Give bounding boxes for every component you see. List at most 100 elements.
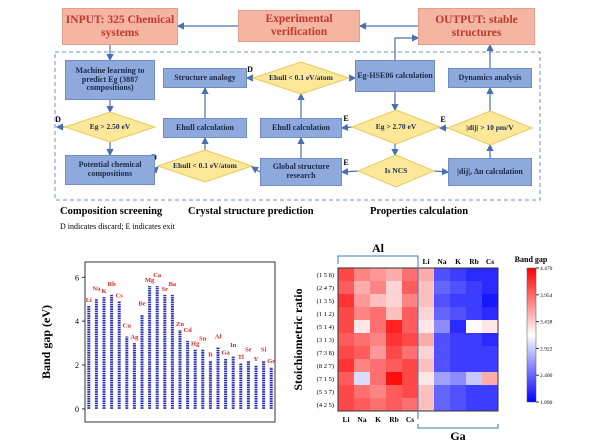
- heat-cell: [370, 294, 386, 307]
- arrow: [394, 34, 420, 60]
- heat-cell: [386, 307, 402, 320]
- decision-diamond: [63, 111, 157, 143]
- category-label: Ca: [153, 272, 162, 279]
- heat-cell: [434, 294, 450, 307]
- heat-cell: [434, 359, 450, 372]
- group-bracket: [337, 255, 419, 264]
- heat-cell: [386, 281, 402, 294]
- category-label: Si: [261, 347, 267, 354]
- heat-cell: [354, 294, 370, 307]
- category-label: In: [230, 342, 237, 349]
- heat-cell: [386, 320, 402, 333]
- heat-cell: [482, 320, 498, 333]
- decision-label: Eg > 2.70 eV: [375, 121, 417, 131]
- heat-cell: [418, 281, 434, 294]
- heat-cell: [402, 320, 418, 333]
- heat-cell: [338, 372, 354, 385]
- category-label: Sn: [199, 336, 207, 343]
- heat-cell: [338, 333, 354, 346]
- heat-cell: [370, 398, 386, 411]
- heat-cell: [418, 359, 434, 372]
- row-label: (7 1 5): [317, 376, 334, 383]
- heat-cell: [402, 398, 418, 411]
- y-axis-label: Band gap (eV): [39, 305, 53, 379]
- heat-cell: [418, 320, 434, 333]
- y-tick-label: 4: [75, 317, 79, 326]
- heat-cell: [482, 307, 498, 320]
- heat-cell: [402, 268, 418, 281]
- heat-cell: [354, 346, 370, 359]
- section-label: Properties calculation: [370, 206, 468, 217]
- heat-cell: [434, 320, 450, 333]
- section-label: Composition screening: [60, 206, 163, 217]
- heat-cell: [338, 307, 354, 320]
- heat-cell: [354, 333, 370, 346]
- heat-cell: [434, 385, 450, 398]
- decision-diamond: [356, 154, 436, 188]
- column-label: Rb: [469, 257, 479, 266]
- column-label: Na: [437, 257, 446, 266]
- category-label: Ag: [130, 334, 139, 341]
- heat-cell: [450, 320, 466, 333]
- heat-cell: [482, 346, 498, 359]
- process-node: Global structure research: [260, 158, 342, 186]
- category-label: Hg: [191, 341, 200, 348]
- decision-diamond: [156, 149, 254, 183]
- heat-cell: [338, 320, 354, 333]
- decision-label: |dij| > 10 pm/V: [466, 122, 514, 132]
- category-label: Li: [86, 297, 92, 304]
- arrow: [433, 167, 450, 176]
- y-tick-label: 6: [75, 273, 79, 282]
- heat-cell: [434, 333, 450, 346]
- heat-cell: [354, 398, 370, 411]
- category-label: Zn: [176, 321, 184, 328]
- heat-cell: [450, 294, 466, 307]
- heat-cell: [434, 307, 450, 320]
- heat-cell: [450, 385, 466, 398]
- heat-cell: [466, 398, 482, 411]
- heat-cell: [466, 385, 482, 398]
- decision-label: Eg > 2.50 eV: [89, 121, 131, 131]
- category-label: Se: [245, 347, 252, 354]
- category-label: B: [208, 352, 213, 359]
- process-node: Structure analogy: [163, 68, 247, 88]
- io-node: INPUT: 325 Chemical systems: [62, 8, 178, 45]
- process-node: Ehull calculation: [260, 118, 342, 138]
- heat-cell: [402, 346, 418, 359]
- row-label: (1 1 2): [317, 311, 334, 318]
- heat-cell: [386, 385, 402, 398]
- decision-diamond: [350, 109, 442, 145]
- category-label: Be: [138, 301, 145, 308]
- heat-cell: [386, 398, 402, 411]
- column-label: Li: [422, 257, 429, 266]
- heat-cell: [338, 359, 354, 372]
- heat-cell: [482, 398, 498, 411]
- heat-cell: [370, 333, 386, 346]
- heat-cell: [418, 385, 434, 398]
- heat-cell: [466, 268, 482, 281]
- heat-cell: [466, 307, 482, 320]
- heat-cell: [370, 372, 386, 385]
- heat-cell: [370, 359, 386, 372]
- heat-cell: [402, 333, 418, 346]
- category-label: Tl: [238, 354, 244, 361]
- category-label: K: [101, 288, 106, 295]
- edge-label: D: [55, 115, 61, 124]
- category-label: Na: [92, 285, 101, 292]
- heat-cell: [370, 346, 386, 359]
- colorbar-tick-label: 2.406: [540, 373, 553, 379]
- heat-cell: [354, 320, 370, 333]
- column-label: K: [455, 257, 461, 266]
- arrow: [151, 166, 159, 174]
- category-label: Cs: [116, 292, 124, 299]
- heat-cell: [338, 281, 354, 294]
- heat-cell: [402, 359, 418, 372]
- heat-cell: [402, 385, 418, 398]
- heat-cell: [434, 281, 450, 294]
- column-label: Na: [357, 415, 366, 424]
- heat-cell: [370, 268, 386, 281]
- heat-cell: [450, 307, 466, 320]
- heat-cell: [386, 359, 402, 372]
- process-node: Potential chemical compositions: [65, 155, 155, 185]
